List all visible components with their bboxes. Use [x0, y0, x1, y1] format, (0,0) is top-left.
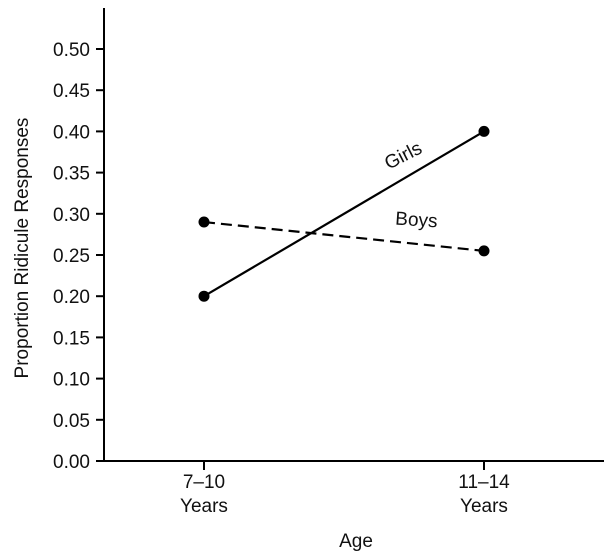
series-line-boys — [203, 220, 485, 252]
y-tick-label: 0.45 — [53, 81, 90, 102]
y-tick-label: 0.00 — [53, 452, 90, 473]
y-axis-label: Proportion Ridicule Responses — [12, 118, 33, 379]
y-tick-label: 0.10 — [53, 370, 90, 391]
x-tick-label: 7–10 Years — [180, 472, 228, 517]
x-tick-label: 11–14 Years — [458, 472, 510, 517]
y-tick-label: 0.30 — [53, 205, 90, 226]
data-point-girls — [478, 125, 490, 137]
series-girls: Girls — [198, 125, 490, 302]
data-point-boys — [198, 216, 210, 228]
y-tick-label: 0.40 — [53, 122, 90, 143]
x-axis-label: Age — [339, 531, 373, 552]
y-tick-label: 0.50 — [53, 40, 90, 61]
series-label-boys: Boys — [395, 209, 439, 233]
series-line-girls — [203, 130, 485, 298]
axes — [103, 8, 604, 462]
y-ticks: 0.00 0.05 0.10 0.15 0.20 0.25 0.30 0.35 0.40 0.45… — [53, 40, 104, 473]
data-point-girls — [198, 290, 210, 302]
y-tick-label: 0.25 — [53, 246, 90, 267]
series-boys: Boys — [198, 209, 490, 257]
y-tick-label: 0.05 — [53, 411, 90, 432]
y-tick-label: 0.35 — [53, 164, 90, 185]
data-point-boys — [478, 245, 490, 257]
x-ticks: 7–10 Years 11–14 Years — [180, 461, 510, 517]
y-tick-label: 0.20 — [53, 287, 90, 308]
y-tick-label: 0.15 — [53, 328, 90, 349]
